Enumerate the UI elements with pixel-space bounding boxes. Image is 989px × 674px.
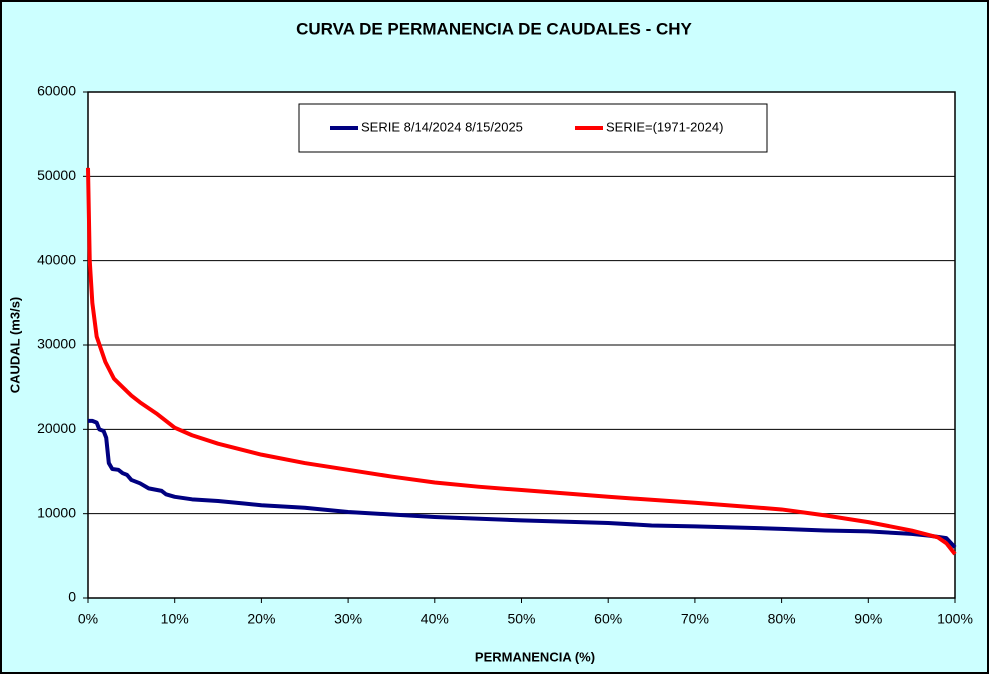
x-tick-label: 60% — [594, 611, 622, 627]
x-tick-label: 70% — [681, 611, 709, 627]
y-tick-label: 50000 — [37, 167, 76, 183]
plot-border — [87, 91, 956, 599]
x-tick-label: 100% — [937, 611, 973, 627]
x-tick-label: 30% — [334, 611, 362, 627]
y-tick-label: 60000 — [37, 83, 76, 99]
y-tick-label: 10000 — [37, 504, 76, 520]
y-axis-label: CAUDAL (m3/s) — [7, 297, 22, 394]
x-axis-label: PERMANENCIA (%) — [475, 649, 595, 664]
x-tick-label: 80% — [768, 611, 796, 627]
x-tick-label: 10% — [161, 611, 189, 627]
legend-label: SERIE=(1971-2024) — [606, 119, 723, 134]
y-tick-label: 30000 — [37, 336, 76, 352]
legend-label: SERIE 8/14/2024 8/15/2025 — [361, 119, 523, 134]
x-tick-label: 40% — [421, 611, 449, 627]
y-tick-label: 20000 — [37, 420, 76, 436]
chart-title: CURVA DE PERMANENCIA DE CAUDALES - CHY — [296, 19, 692, 38]
y-tick-label: 0 — [68, 589, 76, 605]
legend-box — [298, 103, 768, 153]
x-tick-label: 20% — [247, 611, 275, 627]
x-tick-label: 90% — [854, 611, 882, 627]
series-line — [88, 418, 957, 549]
x-tick-label: 50% — [507, 611, 535, 627]
x-tick-label: 0% — [78, 611, 98, 627]
y-tick-label: 40000 — [37, 251, 76, 267]
series-line — [86, 167, 957, 556]
